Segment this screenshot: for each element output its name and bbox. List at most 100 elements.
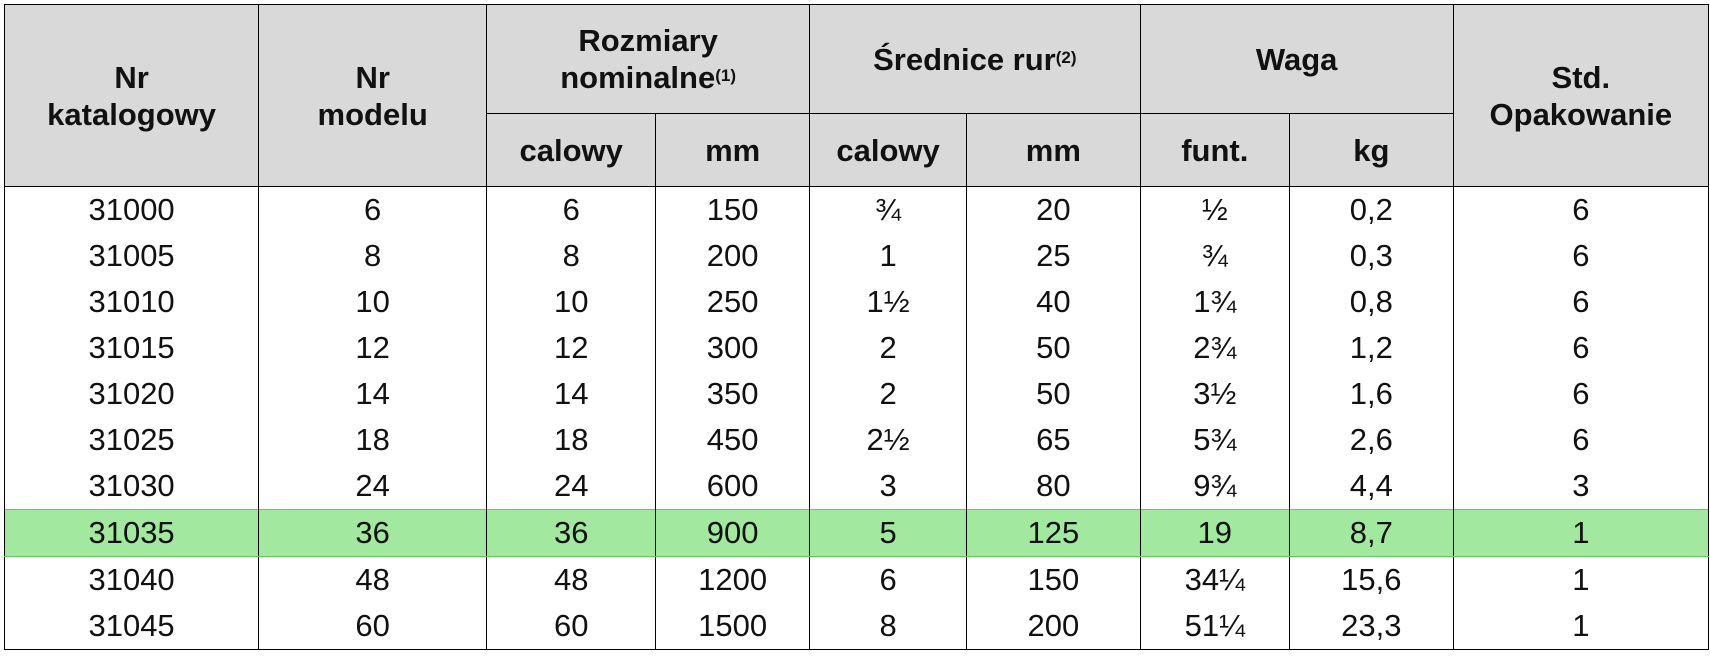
- cell-catalog-number: 31035: [3, 509, 260, 557]
- cell-std-packaging: 6: [1452, 325, 1710, 371]
- cell-catalog-number: 31045: [3, 603, 260, 650]
- spec-table-container: Nr katalogowy Nr modelu Rozmiary nominal…: [3, 4, 1710, 650]
- cell-std-packaging: 1: [1452, 509, 1710, 557]
- table-header: Nr katalogowy Nr modelu Rozmiary nominal…: [3, 4, 1710, 187]
- header-pipe-footnote: (2): [1055, 47, 1077, 67]
- spec-table: Nr katalogowy Nr modelu Rozmiary nominal…: [3, 4, 1710, 650]
- cell-nominal-inch: 10: [486, 279, 657, 325]
- header-weight-kg: kg: [1289, 113, 1454, 187]
- cell-pipe-inch: 2: [809, 325, 968, 371]
- cell-model-number: 48: [258, 556, 488, 603]
- cell-weight-lb: 5¾: [1139, 417, 1291, 463]
- cell-model-number: 36: [258, 509, 488, 557]
- cell-pipe-mm: 25: [966, 233, 1141, 279]
- cell-nominal-mm: 350: [655, 371, 811, 417]
- cell-catalog-number: 31010: [3, 279, 260, 325]
- table-row: 31025 18 18 450 2½ 65 5¾ 2,6 6: [3, 417, 1710, 463]
- cell-model-number: 60: [258, 603, 488, 650]
- cell-weight-lb: 34¼: [1139, 556, 1291, 603]
- header-nominal-footnote: (1): [715, 66, 736, 85]
- cell-pipe-inch: 2: [809, 371, 968, 417]
- header-nominal-mm: mm: [655, 113, 811, 187]
- cell-nominal-inch: 18: [486, 417, 657, 463]
- cell-weight-lb: 3½: [1139, 371, 1291, 417]
- header-nominal-sizes: Rozmiary nominalne(1): [486, 4, 811, 114]
- cell-model-number: 6: [258, 186, 488, 233]
- cell-nominal-inch: 36: [486, 509, 657, 557]
- table-row: 31020 14 14 350 2 50 3½ 1,6 6: [3, 371, 1710, 417]
- header-std-packaging: Std. Opakowanie: [1452, 4, 1710, 187]
- cell-std-packaging: 1: [1452, 603, 1710, 650]
- header-weight-label: Waga: [1255, 41, 1338, 77]
- cell-pipe-mm: 40: [966, 279, 1141, 325]
- header-pipe-mm: mm: [966, 113, 1141, 187]
- header-pipe-label: Średnice rur: [873, 41, 1056, 77]
- table-body: 31000 6 6 150 ¾ 20 ½ 0,2 6 31005 8 8 200 1 25 ¾ 0,3 6 3101…: [3, 186, 1710, 650]
- cell-weight-kg: 0,8: [1289, 279, 1454, 325]
- header-nominal-inch: calowy: [486, 113, 657, 187]
- cell-catalog-number: 31000: [3, 186, 260, 233]
- cell-pipe-inch: 2½: [809, 417, 968, 463]
- cell-nominal-mm: 900: [655, 509, 811, 557]
- header-catalog-line2: katalogowy: [47, 96, 216, 132]
- cell-nominal-mm: 1200: [655, 556, 811, 603]
- cell-catalog-number: 31025: [3, 417, 260, 463]
- cell-weight-kg: 4,4: [1289, 463, 1454, 510]
- cell-pipe-mm: 50: [966, 371, 1141, 417]
- header-model-line2: modelu: [317, 96, 428, 132]
- table-row: 31010 10 10 250 1½ 40 1¾ 0,8 6: [3, 279, 1710, 325]
- cell-std-packaging: 6: [1452, 233, 1710, 279]
- cell-pipe-inch: 3: [809, 463, 968, 510]
- cell-weight-lb: 1¾: [1139, 279, 1291, 325]
- cell-weight-kg: 1,2: [1289, 325, 1454, 371]
- table-row: 31000 6 6 150 ¾ 20 ½ 0,2 6: [3, 186, 1710, 233]
- cell-catalog-number: 31030: [3, 463, 260, 510]
- cell-nominal-mm: 600: [655, 463, 811, 510]
- cell-nominal-inch: 8: [486, 233, 657, 279]
- cell-std-packaging: 6: [1452, 417, 1710, 463]
- cell-weight-lb: ½: [1139, 186, 1291, 233]
- header-pipe-diameters: Średnice rur(2): [809, 4, 1141, 114]
- cell-nominal-inch: 6: [486, 186, 657, 233]
- cell-pipe-inch: 6: [809, 556, 968, 603]
- cell-std-packaging: 6: [1452, 186, 1710, 233]
- cell-nominal-mm: 1500: [655, 603, 811, 650]
- header-nominal-line2: nominalne: [560, 60, 716, 95]
- cell-nominal-inch: 12: [486, 325, 657, 371]
- cell-weight-kg: 8,7: [1289, 509, 1454, 557]
- cell-std-packaging: 3: [1452, 463, 1710, 510]
- cell-weight-lb: 19: [1139, 509, 1291, 557]
- cell-catalog-number: 31020: [3, 371, 260, 417]
- cell-nominal-inch: 24: [486, 463, 657, 510]
- cell-pipe-mm: 200: [966, 603, 1141, 650]
- cell-nominal-mm: 300: [655, 325, 811, 371]
- cell-model-number: 12: [258, 325, 488, 371]
- table-row: 31005 8 8 200 1 25 ¾ 0,3 6: [3, 233, 1710, 279]
- header-std-line2: Opakowanie: [1489, 96, 1673, 132]
- cell-catalog-number: 31015: [3, 325, 260, 371]
- table-row: 31040 48 48 1200 6 150 34¼ 15,6 1: [3, 556, 1710, 603]
- header-weight: Waga: [1139, 4, 1454, 114]
- cell-pipe-mm: 150: [966, 556, 1141, 603]
- table-row: 31045 60 60 1500 8 200 51¼ 23,3 1: [3, 603, 1710, 650]
- cell-std-packaging: 6: [1452, 371, 1710, 417]
- cell-nominal-inch: 48: [486, 556, 657, 603]
- cell-pipe-inch: 8: [809, 603, 968, 650]
- cell-weight-lb: ¾: [1139, 233, 1291, 279]
- cell-model-number: 8: [258, 233, 488, 279]
- cell-pipe-inch: 1: [809, 233, 968, 279]
- cell-pipe-mm: 80: [966, 463, 1141, 510]
- cell-nominal-mm: 450: [655, 417, 811, 463]
- cell-catalog-number: 31040: [3, 556, 260, 603]
- header-std-line1: Std.: [1551, 59, 1611, 95]
- cell-pipe-mm: 65: [966, 417, 1141, 463]
- cell-pipe-inch: ¾: [809, 186, 968, 233]
- cell-std-packaging: 1: [1452, 556, 1710, 603]
- cell-pipe-mm: 125: [966, 509, 1141, 557]
- cell-nominal-mm: 200: [655, 233, 811, 279]
- cell-nominal-mm: 150: [655, 186, 811, 233]
- cell-weight-kg: 2,6: [1289, 417, 1454, 463]
- cell-pipe-mm: 20: [966, 186, 1141, 233]
- header-model-number: Nr modelu: [258, 4, 488, 187]
- cell-weight-lb: 9¾: [1139, 463, 1291, 510]
